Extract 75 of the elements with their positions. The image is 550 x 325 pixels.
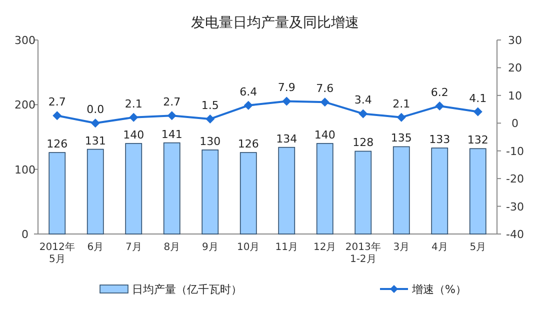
data-label: 134 <box>276 132 298 146</box>
x-tick-label: 8月 <box>164 242 180 253</box>
point <box>90 118 100 128</box>
data-label: 141 <box>161 128 182 141</box>
data-label: 7.9 <box>278 81 296 94</box>
y2-tick-label: -30 <box>506 200 524 214</box>
y2-tick-label: -20 <box>506 172 524 186</box>
y2-tick-label: 10 <box>508 89 522 102</box>
data-label: 4.1 <box>469 92 487 105</box>
x-tick-label: 7月 <box>125 242 142 253</box>
point <box>206 114 215 124</box>
point <box>244 100 253 110</box>
data-label: 2.1 <box>124 97 142 110</box>
bar <box>392 146 410 234</box>
point <box>396 112 406 122</box>
data-label: 135 <box>390 132 412 145</box>
point <box>52 111 62 120</box>
data-label: 126 <box>46 138 68 151</box>
x-tick-label: 12月 <box>314 242 336 253</box>
data-label: 130 <box>200 134 221 148</box>
y2-tick-label: 0 <box>512 117 518 130</box>
data-label: 0.0 <box>86 103 104 116</box>
y2-tick-label: 30 <box>508 34 522 47</box>
bar <box>163 142 180 234</box>
y-tick-label: 200 <box>14 98 36 112</box>
x-tick-label: 2012年 5月 <box>39 241 75 265</box>
data-label: 140 <box>123 128 144 142</box>
data-label: 1.5 <box>201 98 219 112</box>
bar <box>125 143 142 234</box>
x-tick-label: 3月 <box>393 242 410 253</box>
data-label: 7.6 <box>316 82 334 96</box>
y-tick-label: 300 <box>14 34 36 47</box>
data-label: 133 <box>429 132 450 146</box>
bar <box>469 148 486 234</box>
bar <box>48 152 66 234</box>
y2-tick-label: -40 <box>506 228 524 241</box>
x-tick-label: 11月 <box>275 242 298 253</box>
x-tick-label: 10月 <box>237 242 260 253</box>
legend-label: 增速（%） <box>411 283 466 296</box>
point <box>358 109 368 118</box>
data-label: 6.2 <box>430 86 448 99</box>
data-label: 126 <box>238 138 259 151</box>
point <box>282 96 292 106</box>
x-tick-label: 4月 <box>431 242 448 253</box>
bar <box>316 143 334 234</box>
data-label: 2.7 <box>163 96 181 109</box>
chart-title: 发电量日均产量及同比增速 <box>191 15 359 31</box>
bar <box>431 148 448 234</box>
data-label: 2.7 <box>48 96 66 109</box>
bar <box>202 150 219 234</box>
data-label: 131 <box>84 134 106 148</box>
data-label: 140 <box>314 128 336 142</box>
data-label: 128 <box>352 136 374 150</box>
bar <box>354 150 372 234</box>
y-tick-label: 0 <box>22 228 28 241</box>
point <box>473 107 482 116</box>
x-tick-label: 2013年 1-2月 <box>345 241 381 265</box>
data-label: 132 <box>467 134 488 147</box>
x-tick-label: 9月 <box>202 242 218 253</box>
y2-tick-label: 20 <box>508 62 522 75</box>
data-label: 2.1 <box>392 97 410 110</box>
point <box>320 98 330 107</box>
y-tick-label: 100 <box>14 163 36 176</box>
bar <box>240 152 257 234</box>
data-label: 3.4 <box>354 94 372 107</box>
y2-tick-label: -10 <box>506 144 524 158</box>
bar <box>278 146 296 234</box>
point <box>129 112 138 122</box>
bar <box>86 148 104 234</box>
point <box>167 111 176 120</box>
point <box>435 101 444 110</box>
legend-label: 日均产量（亿千瓦时） <box>132 283 242 296</box>
x-tick-label: 5月 <box>470 242 486 253</box>
x-tick-label: 6月 <box>87 242 104 253</box>
data-label: 6.4 <box>240 85 258 98</box>
